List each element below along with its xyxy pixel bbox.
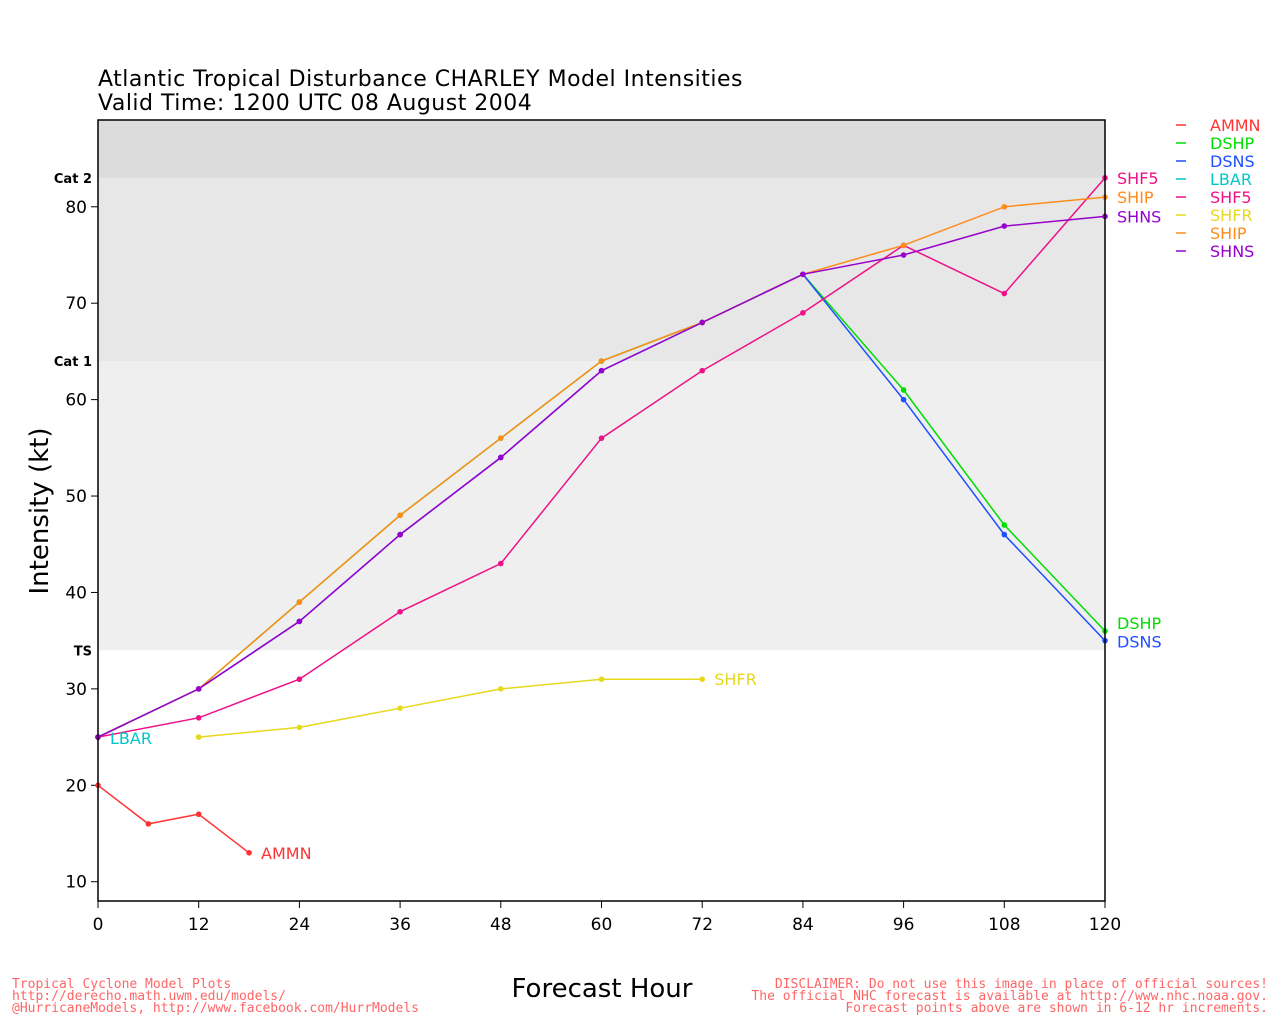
footer-left-line-2: http://derecho.math.uwm.edu/models/ <box>12 989 286 1004</box>
x-tick-label: 60 <box>591 915 613 935</box>
data-point-shns <box>699 319 705 326</box>
legend-entry-dsns: DSNS <box>1210 152 1255 171</box>
x-tick-label: 72 <box>691 915 713 935</box>
data-point-shfr <box>296 724 303 731</box>
data-point-shf5 <box>800 310 806 316</box>
data-point-shns <box>598 367 605 374</box>
series-end-label-dsns: DSNS <box>1117 633 1162 652</box>
data-point-shfr <box>498 686 504 692</box>
data-point-ammn <box>195 811 202 818</box>
series-end-label-shfr: SHFR <box>714 670 757 689</box>
data-point-shf5 <box>397 608 403 615</box>
data-point-shns <box>1001 223 1008 229</box>
x-tick-label: 96 <box>893 915 915 935</box>
band-cat-1 <box>98 177 1105 362</box>
data-point-ship <box>397 512 403 519</box>
y-tick-label: 30 <box>65 680 87 700</box>
x-tick-label: 84 <box>792 915 814 935</box>
legend-entry-shfr: SHFR <box>1210 206 1253 225</box>
data-point-shns <box>195 686 202 692</box>
footer-right-line-2: The official NHC forecast is available a… <box>751 989 1268 1004</box>
x-axis-label: Forecast Hour <box>512 974 693 1004</box>
y-tick-label: 80 <box>65 198 87 218</box>
footer-left-line-3: @HurricaneModels, http://www.facebook.co… <box>12 1001 419 1016</box>
series-end-label-shns: SHNS <box>1117 207 1161 226</box>
legend-entry-shns: SHNS <box>1210 242 1254 261</box>
data-point-shfr <box>699 676 705 683</box>
chart-subtitle: Valid Time: 1200 UTC 08 August 2004 <box>98 91 532 116</box>
data-point-ship <box>498 435 504 441</box>
data-point-ship <box>900 242 907 249</box>
series-end-label-ammn: AMMN <box>261 844 312 863</box>
band-cat-2 <box>98 120 1105 178</box>
data-point-shf5 <box>699 367 705 374</box>
data-point-shfr <box>397 705 403 711</box>
data-point-dshp <box>1001 522 1008 528</box>
series-line-shfr <box>198 678 703 738</box>
data-point-shns <box>296 618 303 625</box>
data-point-ship <box>598 358 605 364</box>
data-point-shf5 <box>296 676 303 683</box>
x-tick-label: 36 <box>389 915 411 935</box>
data-point-dshp <box>900 387 907 393</box>
data-point-shf5 <box>498 560 504 567</box>
data-point-shns <box>397 531 403 538</box>
band-label-cat-2: Cat 2 <box>54 172 92 187</box>
data-point-shfr <box>195 734 202 740</box>
legend-entry-dshp: DSHP <box>1210 134 1255 153</box>
legend-entry-ammn: AMMN <box>1210 116 1261 135</box>
data-point-shfr <box>598 676 605 683</box>
legend-entry-shf5: SHF5 <box>1210 188 1252 207</box>
x-tick-label: 0 <box>93 915 104 935</box>
data-point-shf5 <box>195 715 202 721</box>
y-tick-label: 60 <box>65 391 87 411</box>
y-tick-label: 20 <box>65 776 87 796</box>
y-tick-label: 50 <box>65 487 87 507</box>
data-point-ammn <box>145 821 152 827</box>
footer-left-line-1: Tropical Cyclone Model Plots <box>12 977 231 992</box>
band-ts <box>98 361 1105 651</box>
footer-right-line-1: DISCLAIMER: Do not use this image in pla… <box>775 977 1268 992</box>
data-point-shf5 <box>598 435 605 441</box>
band-label-ts: TS <box>74 644 92 659</box>
intensity-bands: TS Cat 1 Cat 2 <box>54 120 1105 659</box>
y-axis-label: Intensity (kt) <box>25 428 55 595</box>
band-label-cat-1: Cat 1 <box>54 355 92 370</box>
legend-entry-lbar: LBAR <box>1210 170 1252 189</box>
legend-entry-ship: SHIP <box>1210 224 1247 243</box>
series-lines <box>95 175 1108 856</box>
data-point-ship <box>1001 203 1008 210</box>
series-line-ammn <box>97 784 250 854</box>
y-tick-label: 70 <box>65 294 87 314</box>
x-tick-label: 48 <box>490 915 512 935</box>
series-end-label-dshp: DSHP <box>1117 614 1162 633</box>
axis-ticks: 0 12 24 36 48 60 72 84 96 108 120 10 20 30 40 50 60 70 80 <box>65 198 1121 935</box>
data-point-dsns <box>1001 531 1008 538</box>
series-end-label-ship: SHIP <box>1117 188 1154 207</box>
chart-title: Atlantic Tropical Disturbance CHARLEY Mo… <box>98 67 743 92</box>
x-tick-label: 12 <box>188 915 210 935</box>
data-point-shns <box>800 271 806 278</box>
x-tick-label: 120 <box>1089 915 1121 935</box>
data-point-ship <box>296 599 303 605</box>
y-tick-label: 40 <box>65 583 87 603</box>
data-point-shns <box>498 454 504 461</box>
data-point-dsns <box>900 396 907 403</box>
series-end-label-shf5: SHF5 <box>1117 169 1159 188</box>
x-tick-label: 24 <box>289 915 311 935</box>
data-point-shf5 <box>1001 290 1008 297</box>
x-tick-label: 108 <box>988 915 1020 935</box>
data-point-ammn <box>246 849 252 856</box>
plot-frame <box>97 119 1106 902</box>
series-end-label-lbar: LBAR <box>110 729 152 748</box>
footer-right-line-3: Forecast points above are shown in 6-12 … <box>845 1001 1268 1016</box>
data-point-shns <box>900 252 907 258</box>
y-tick-label: 10 <box>65 873 87 893</box>
